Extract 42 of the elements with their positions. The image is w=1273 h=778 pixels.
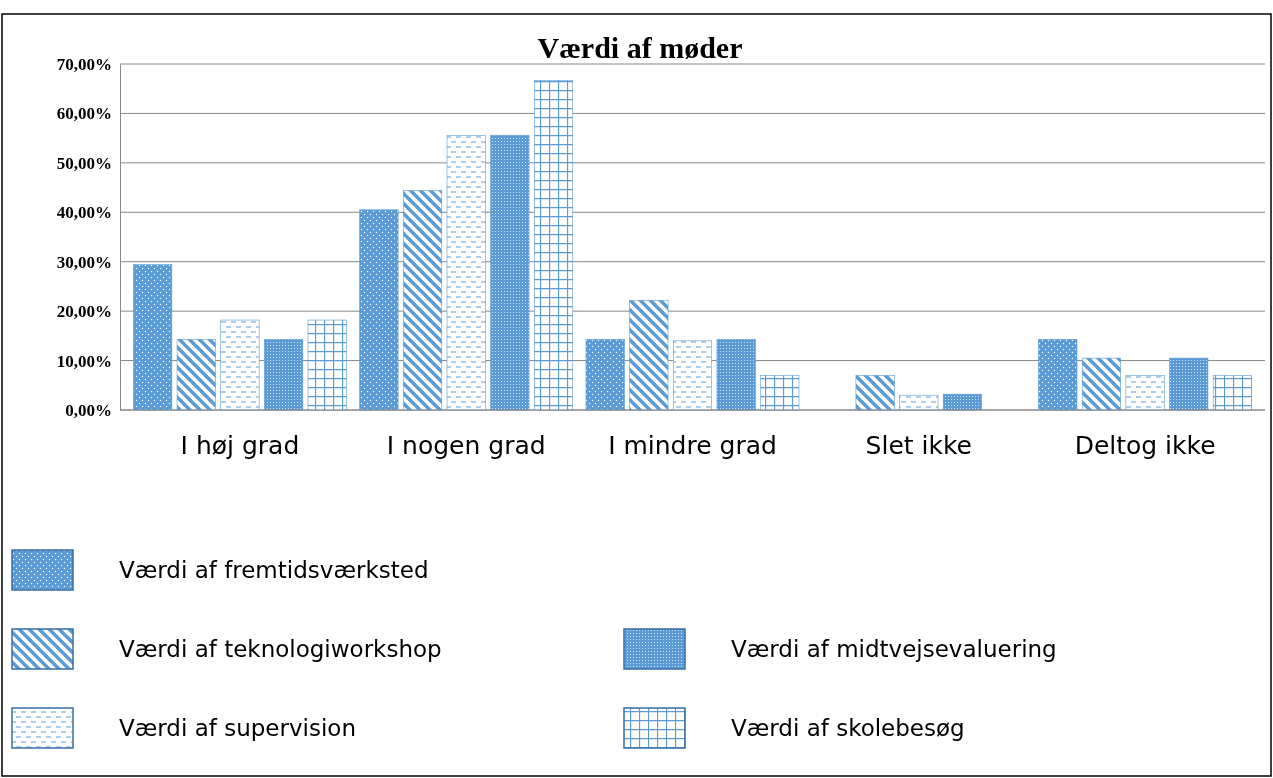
- y-tick-label: 30,00%: [56, 252, 112, 272]
- bar: [1038, 339, 1078, 411]
- y-tick-label: 60,00%: [56, 104, 112, 124]
- bar: [490, 134, 530, 411]
- bar: [133, 264, 173, 411]
- bar: [403, 190, 443, 411]
- legend-label: Værdi af supervision: [119, 715, 356, 741]
- y-tick-label: 20,00%: [56, 302, 112, 322]
- legend-label: Værdi af teknologiworkshop: [119, 636, 442, 662]
- y-tick-label: 70,00%: [56, 54, 112, 74]
- bar: [899, 394, 939, 411]
- bar: [672, 340, 713, 411]
- bar: [760, 375, 800, 411]
- bar: [942, 393, 982, 411]
- bar: [264, 339, 304, 411]
- bar: [1169, 357, 1209, 411]
- bar: [716, 339, 756, 411]
- bar: [1081, 357, 1121, 411]
- chart-title: Værdi af møder: [537, 31, 743, 64]
- bar: [585, 339, 625, 411]
- legend-label: Værdi af fremtidsværksted: [119, 557, 429, 583]
- bar: [176, 339, 216, 411]
- legend-label: Værdi af skolebesøg: [731, 715, 965, 741]
- x-tick-label: I nogen grad: [386, 430, 546, 460]
- bar: [1212, 375, 1252, 411]
- bar: [446, 135, 486, 411]
- bar: [855, 375, 895, 411]
- x-tick-label: I mindre grad: [608, 430, 777, 460]
- bar: [307, 319, 347, 411]
- bar: [1125, 375, 1165, 411]
- y-tick-label: 10,00%: [56, 351, 112, 371]
- bar: [629, 299, 669, 411]
- legend-label: Værdi af midtvejsevaluering: [731, 636, 1057, 662]
- y-tick-label: 50,00%: [56, 153, 112, 173]
- x-tick-label: I høj grad: [180, 430, 300, 460]
- bar: [359, 209, 399, 411]
- x-tick-label: Slet ikke: [865, 430, 972, 460]
- y-tick-label: 40,00%: [56, 203, 112, 223]
- bar: [534, 80, 574, 411]
- x-tick-label: Deltog ikke: [1074, 430, 1216, 460]
- y-tick-label: 0,00%: [65, 400, 112, 420]
- bar: [220, 319, 260, 411]
